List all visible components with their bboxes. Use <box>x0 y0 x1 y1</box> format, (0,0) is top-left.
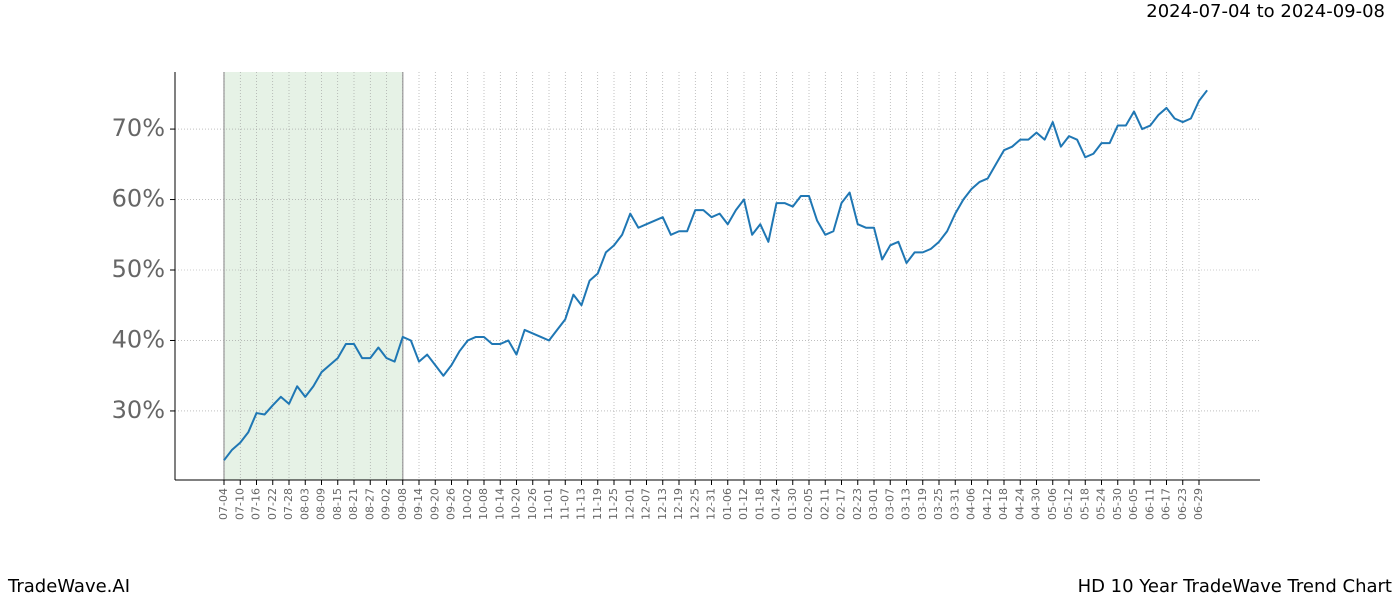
x-tick-label: 12-19 <box>672 488 685 520</box>
x-tick-label: 04-06 <box>965 488 978 520</box>
x-tick-label: 08-27 <box>363 488 376 520</box>
x-tick-label: 06-17 <box>1160 488 1173 520</box>
x-tick-label: 09-14 <box>412 488 425 520</box>
x-tick-label: 05-18 <box>1078 488 1091 520</box>
x-tick-label: 11-07 <box>558 488 571 520</box>
x-tick-label: 02-11 <box>818 488 831 520</box>
x-tick-label: 12-01 <box>623 488 636 520</box>
x-tick-label: 09-20 <box>428 488 441 520</box>
x-tick-label: 03-07 <box>883 488 896 520</box>
x-tick-label: 06-11 <box>1143 488 1156 520</box>
x-tick-label: 03-01 <box>867 488 880 520</box>
date-range: 2024-07-04 to 2024-09-08 <box>1146 1 1385 22</box>
x-tick-label: 03-19 <box>916 488 929 520</box>
x-tick-label: 01-30 <box>786 488 799 520</box>
footer-title: HD 10 Year TradeWave Trend Chart <box>1078 576 1392 597</box>
x-tick-label: 05-24 <box>1095 488 1108 520</box>
x-tick-label: 03-25 <box>932 488 945 520</box>
x-tick-label: 08-15 <box>331 488 344 520</box>
x-tick-label: 08-21 <box>347 488 360 520</box>
highlight-region <box>224 72 403 480</box>
y-tick-label: 70% <box>112 114 165 142</box>
x-tick-label: 04-30 <box>1030 488 1043 520</box>
footer-brand: TradeWave.AI <box>7 576 130 597</box>
x-tick-label: 08-09 <box>315 488 328 520</box>
y-tick-label: 60% <box>112 185 165 213</box>
x-tick-label: 04-12 <box>981 488 994 520</box>
x-tick-label: 11-19 <box>591 488 604 520</box>
x-tick-label: 06-05 <box>1127 488 1140 520</box>
x-tick-label: 12-25 <box>688 488 701 520</box>
x-tick-label: 07-04 <box>217 488 230 520</box>
x-tick-label: 03-13 <box>900 488 913 520</box>
x-tick-label: 01-12 <box>737 488 750 520</box>
x-tick-label: 10-26 <box>526 488 539 520</box>
x-tick-label: 02-23 <box>851 488 864 520</box>
x-tick-label: 01-06 <box>721 488 734 520</box>
x-tick-label: 04-18 <box>997 488 1010 520</box>
x-tick-label: 05-12 <box>1062 488 1075 520</box>
x-tick-label: 10-20 <box>510 488 523 520</box>
y-tick-label: 50% <box>112 255 165 283</box>
x-tick-label: 12-13 <box>656 488 669 520</box>
x-tick-label: 10-02 <box>461 488 474 520</box>
x-tick-label: 05-30 <box>1111 488 1124 520</box>
x-tick-label: 12-31 <box>705 488 718 520</box>
x-tick-label: 10-14 <box>493 488 506 520</box>
x-tick-label: 02-17 <box>835 488 848 520</box>
x-tick-label: 07-16 <box>250 488 263 520</box>
x-tick-label: 03-31 <box>948 488 961 520</box>
x-tick-label: 04-24 <box>1013 488 1026 520</box>
x-tick-label: 09-26 <box>445 488 458 520</box>
x-tick-label: 08-03 <box>298 488 311 520</box>
trend-line <box>223 89 1208 461</box>
x-tick-label: 05-06 <box>1046 488 1059 520</box>
x-tick-label: 09-08 <box>396 488 409 520</box>
x-tick-label: 06-29 <box>1192 488 1205 520</box>
x-tick-label: 07-22 <box>266 488 279 520</box>
y-tick-label: 30% <box>112 396 165 424</box>
x-tick-label: 09-02 <box>380 488 393 520</box>
x-tick-label: 11-13 <box>575 488 588 520</box>
x-tick-label: 11-01 <box>542 488 555 520</box>
y-tick-label: 40% <box>112 325 165 353</box>
x-tick-label: 07-10 <box>233 488 246 520</box>
x-tick-label: 01-24 <box>770 488 783 520</box>
x-tick-label: 06-23 <box>1176 488 1189 520</box>
x-tick-label: 12-07 <box>640 488 653 520</box>
x-tick-label: 07-28 <box>282 488 295 520</box>
x-tick-label: 02-05 <box>802 488 815 520</box>
x-tick-label: 01-18 <box>753 488 766 520</box>
x-tick-label: 11-25 <box>607 488 620 520</box>
x-tick-label: 10-08 <box>477 488 490 520</box>
